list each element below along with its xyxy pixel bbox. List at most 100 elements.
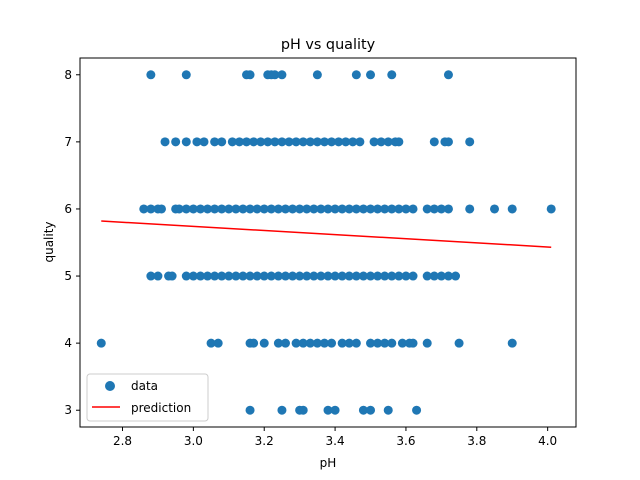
data-point: [217, 137, 227, 147]
data-point: [160, 137, 170, 147]
y-tick-label: 4: [64, 336, 72, 350]
data-point: [288, 271, 298, 281]
data-point: [270, 70, 280, 80]
data-point: [181, 204, 191, 214]
data-point: [490, 204, 500, 214]
data-point: [408, 204, 418, 214]
data-point: [344, 271, 354, 281]
data-point: [436, 204, 446, 214]
legend-box: [86, 373, 209, 422]
data-point: [323, 405, 333, 415]
data-point: [199, 137, 209, 147]
data-point: [373, 204, 383, 214]
data-point: [259, 338, 269, 348]
data-point: [358, 204, 368, 214]
data-point: [394, 137, 404, 147]
data-point: [355, 137, 365, 147]
data-point: [273, 204, 283, 214]
data-point: [231, 271, 241, 281]
data-point: [366, 70, 376, 80]
legend-label-data: data: [131, 379, 158, 393]
legend-label-prediction: prediction: [131, 401, 191, 415]
data-point: [312, 338, 322, 348]
data-point: [312, 137, 322, 147]
x-axis-ticks: 2.8 3.0 3.2 3.4 3.6 3.8 4.0: [113, 427, 557, 448]
data-point: [507, 338, 517, 348]
data-point: [298, 338, 308, 348]
data-point: [231, 204, 241, 214]
data-point: [401, 204, 411, 214]
legend: data prediction: [86, 373, 209, 422]
y-tick-label: 6: [64, 202, 72, 216]
data-point: [443, 137, 453, 147]
data-point: [167, 271, 177, 281]
data-point: [334, 137, 344, 147]
data-point: [387, 70, 397, 80]
x-tick-label: 3.0: [184, 434, 203, 448]
data-point: [238, 271, 248, 281]
data-point: [181, 137, 191, 147]
data-point: [302, 271, 312, 281]
data-point: [171, 137, 181, 147]
data-point: [305, 338, 315, 348]
axes-frame: [79, 57, 577, 428]
data-point: [344, 204, 354, 214]
data-point: [192, 137, 202, 147]
data-point: [273, 271, 283, 281]
data-point: [465, 204, 475, 214]
data-point: [146, 271, 156, 281]
data-point: [291, 137, 301, 147]
data-point: [380, 204, 390, 214]
data-point: [394, 271, 404, 281]
data-point: [373, 271, 383, 281]
data-point: [249, 137, 259, 147]
data-point: [387, 338, 397, 348]
data-point: [383, 137, 393, 147]
data-point: [323, 204, 333, 214]
data-point: [348, 137, 358, 147]
data-point: [139, 204, 149, 214]
data-point: [210, 204, 220, 214]
data-point: [210, 271, 220, 281]
data-point: [295, 204, 305, 214]
data-point: [280, 204, 290, 214]
y-axis-label: quality: [42, 221, 56, 262]
x-tick-label: 3.8: [467, 434, 486, 448]
y-axis-ticks: 3 4 5 6 7 8: [64, 68, 80, 417]
data-point: [429, 137, 439, 147]
data-point: [337, 271, 347, 281]
data-point: [443, 204, 453, 214]
data-point: [146, 204, 156, 214]
data-point: [344, 338, 354, 348]
data-point: [181, 271, 191, 281]
data-point: [266, 204, 276, 214]
data-point: [96, 338, 106, 348]
data-point: [217, 271, 227, 281]
data-point: [259, 204, 269, 214]
data-point: [217, 204, 227, 214]
data-point: [277, 137, 287, 147]
data-point: [323, 271, 333, 281]
data-point: [387, 204, 397, 214]
data-point: [245, 70, 255, 80]
data-point: [422, 204, 432, 214]
data-point: [270, 137, 280, 147]
data-point: [288, 204, 298, 214]
data-point: [227, 137, 237, 147]
legend-marker-data: [105, 381, 115, 391]
data-point: [366, 271, 376, 281]
data-point: [443, 70, 453, 80]
data-point: [277, 405, 287, 415]
data-point: [291, 338, 301, 348]
data-point: [238, 204, 248, 214]
data-point: [252, 271, 262, 281]
data-point: [234, 137, 244, 147]
data-point: [242, 137, 252, 147]
data-point: [245, 271, 255, 281]
data-point: [373, 338, 383, 348]
data-point: [465, 137, 475, 147]
data-point: [422, 338, 432, 348]
data-point: [284, 137, 294, 147]
data-point: [188, 204, 198, 214]
data-point: [309, 204, 319, 214]
